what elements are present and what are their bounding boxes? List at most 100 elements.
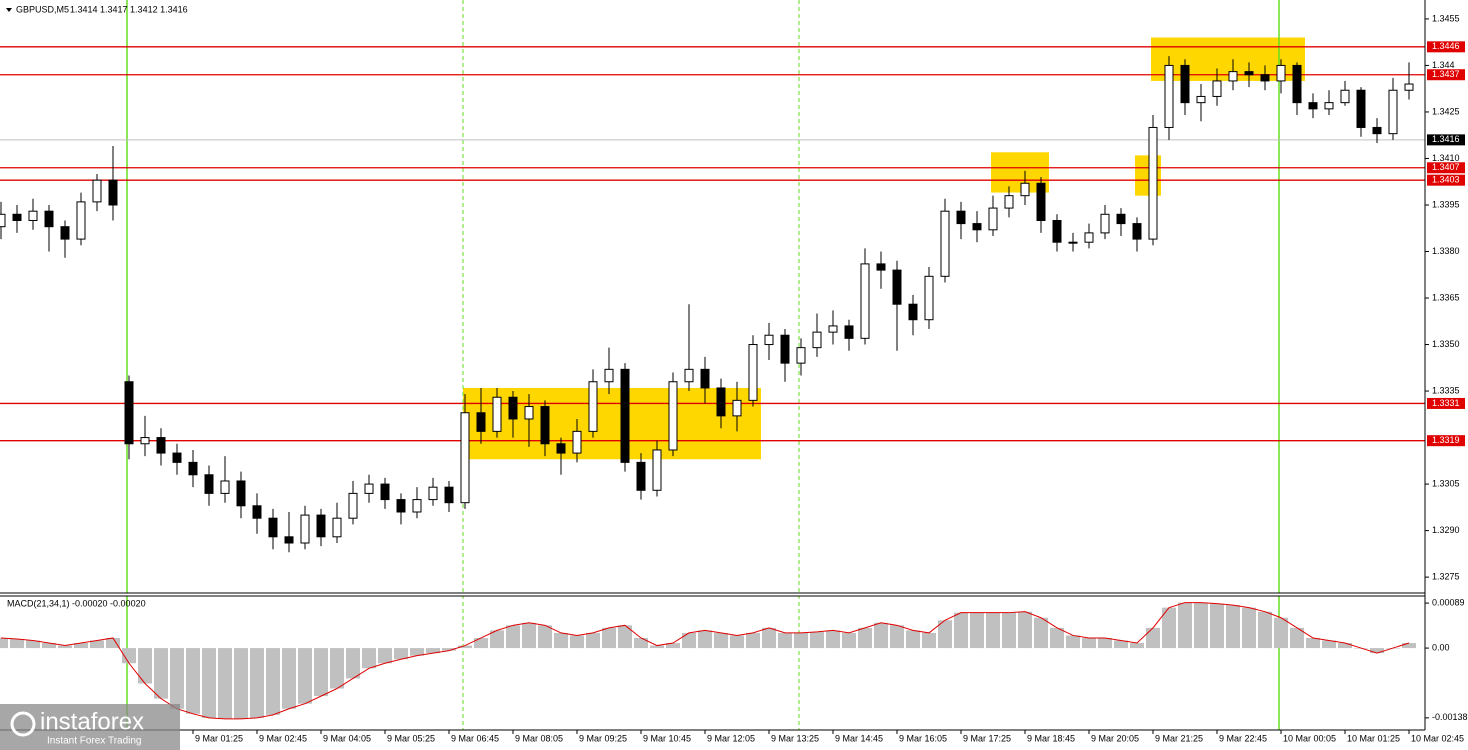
x-tick-label: 9 Mar 20:05: [1091, 733, 1139, 743]
candle-body: [1228, 71, 1238, 82]
candle-body: [1372, 126, 1382, 135]
zone: [463, 387, 761, 460]
candle-body: [1356, 89, 1366, 128]
macd-bar: [986, 612, 1000, 649]
macd-bar: [42, 643, 56, 649]
candle-body: [28, 210, 38, 221]
macd-bar: [554, 632, 568, 649]
macd-bar: [922, 632, 936, 649]
macd-bar: [858, 627, 872, 649]
candle-body: [620, 368, 630, 463]
candle-body: [956, 210, 966, 225]
macd-bar: [26, 640, 40, 649]
macd-bar: [746, 632, 760, 649]
macd-bar: [378, 648, 392, 664]
x-tick-label: 9 Mar 14:45: [835, 733, 883, 743]
macd-bar: [1402, 643, 1416, 649]
macd-bar: [58, 645, 72, 649]
candle-body: [1116, 213, 1126, 225]
candle-body: [684, 368, 694, 383]
macd-bar: [1194, 602, 1208, 649]
macd-bar: [538, 625, 552, 649]
price-tag: [1427, 397, 1465, 409]
y-tick-label: 1.3455: [1432, 13, 1460, 23]
candle-body: [316, 514, 326, 538]
x-tick-label: 10 Mar 01:25: [1347, 733, 1400, 743]
x-tick-label: 9 Mar 18:45: [1027, 733, 1075, 743]
candle-body: [252, 505, 262, 519]
candle-body: [156, 437, 166, 454]
macd-bar: [330, 648, 344, 689]
candle-body: [876, 263, 886, 271]
plot: [0, 46, 1425, 553]
macd-bar: [0, 637, 8, 649]
macd-bar: [394, 648, 408, 660]
macd-bar: [1146, 627, 1160, 649]
macd-bar: [1130, 643, 1144, 649]
candle-body: [732, 399, 742, 417]
macd-bar: [314, 648, 328, 697]
macd-bar: [1082, 637, 1096, 649]
candle-body: [140, 437, 150, 445]
macd-panel: [0, 602, 1416, 720]
x-tick-label: 9 Mar 22:45: [1219, 733, 1267, 743]
candle-body: [524, 406, 534, 420]
brand-tagline: Instant Forex Trading: [47, 736, 142, 747]
macd-bar: [874, 622, 888, 649]
macd-bar: [1066, 635, 1080, 649]
y-tick-label: 1.3425: [1432, 106, 1460, 116]
candle-body: [1132, 223, 1142, 240]
symbol: GBPUSD,M5: [16, 4, 69, 14]
x-tick-label: 9 Mar 05:25: [387, 733, 435, 743]
macd-bar: [202, 648, 216, 718]
y-tick-label: 1.3395: [1432, 199, 1460, 209]
macd-bar: [474, 637, 488, 649]
candle-body: [908, 303, 918, 321]
macd-bar: [906, 630, 920, 649]
candle-body: [700, 368, 710, 389]
macd-bar: [234, 648, 248, 719]
macd-bar: [154, 648, 168, 699]
x-tick-label: 9 Mar 08:05: [515, 733, 563, 743]
x-tick-label: 9 Mar 13:25: [771, 733, 819, 743]
candle-body: [76, 201, 86, 240]
candle-body: [1404, 83, 1414, 91]
macd-bar: [298, 648, 312, 704]
candle-body: [268, 517, 278, 538]
candle-body: [124, 381, 134, 445]
price-tag-label: 1.3407: [1432, 162, 1460, 172]
candle-body: [1388, 89, 1398, 135]
macd-bar: [1258, 611, 1272, 649]
candle-body: [796, 347, 806, 364]
macd-bar: [1242, 607, 1256, 649]
candle-body: [172, 452, 182, 463]
x-tick-label: 9 Mar 02:45: [259, 733, 307, 743]
macd-bar: [250, 648, 264, 718]
x-tick-label: 9 Mar 01:25: [195, 733, 243, 743]
candle-body: [972, 223, 982, 231]
macd-bar: [522, 622, 536, 649]
menu-arrow[interactable]: [6, 8, 12, 12]
macd-bar: [778, 632, 792, 649]
macd-bar: [650, 645, 664, 649]
candle-body: [860, 263, 870, 339]
macd-bar: [1050, 627, 1064, 649]
candle-body: [716, 387, 726, 417]
candle-body: [1260, 74, 1270, 82]
candle-body: [1100, 213, 1110, 234]
macd-bar: [170, 648, 184, 709]
macd-bar: [682, 632, 696, 649]
candle-body: [924, 275, 934, 321]
candle-body: [748, 344, 758, 401]
candle-body: [108, 179, 118, 206]
candle-body: [236, 480, 246, 507]
macd-bar: [970, 612, 984, 649]
price-tag: [1427, 162, 1465, 174]
macd-bar: [666, 643, 680, 649]
y-tick-label: 1.3380: [1432, 246, 1460, 256]
logo: instaforex Instant Forex Trading: [0, 704, 180, 750]
macd-bar: [122, 648, 136, 664]
macd-bar: [1114, 640, 1128, 649]
y-tick-label: 1.3335: [1432, 385, 1460, 395]
x-tick-label: 9 Mar 17:25: [963, 733, 1011, 743]
